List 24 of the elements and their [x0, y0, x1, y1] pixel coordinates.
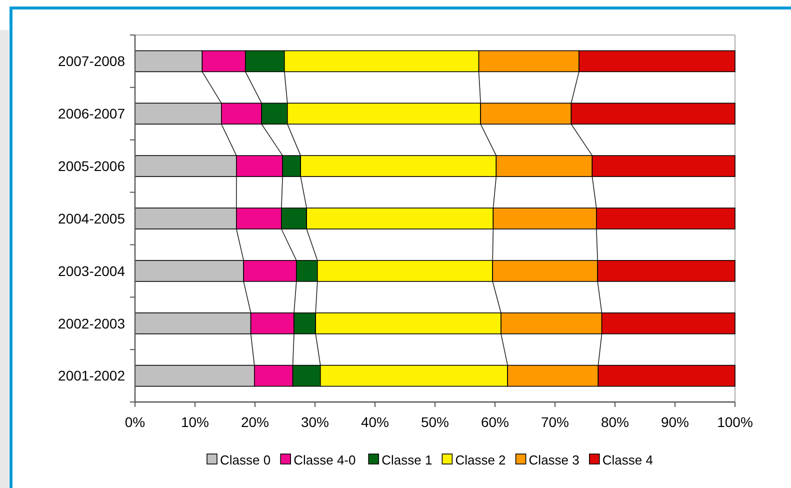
y-tick-label: 2003-2004: [58, 262, 126, 279]
x-tick-label: 10%: [180, 414, 210, 430]
legend-label: Classe 1: [382, 452, 432, 468]
legend-label: Classe 4-0: [294, 452, 356, 468]
y-tick-label: 2007-2008: [58, 53, 126, 70]
x-tick-label: 90%: [660, 414, 690, 430]
legend-label: Classe 4: [602, 452, 653, 468]
x-tick-label: 70%: [540, 414, 570, 430]
y-tick-label: 2006-2007: [58, 106, 126, 122]
y-tick-label: 2001-2002: [58, 368, 126, 384]
x-tick-label: 20%: [240, 414, 270, 430]
y-tick-label: 2002-2003: [58, 315, 126, 332]
legend-label: Classe 3: [528, 452, 580, 468]
x-tick-label: 30%: [300, 414, 330, 430]
x-tick-label: 60%: [480, 414, 510, 430]
y-tick-label: 2004-2005: [58, 210, 126, 226]
x-tick-label: 80%: [600, 414, 630, 430]
x-tick-label: 0%: [124, 414, 146, 430]
legend-label: Classe 0: [220, 452, 271, 468]
legend-label: Classe 2: [455, 452, 506, 468]
x-tick-label: 100%: [717, 414, 753, 430]
x-tick-label: 50%: [420, 414, 450, 430]
x-tick-label: 40%: [360, 414, 390, 430]
y-tick-label: 2005-2006: [58, 158, 126, 174]
